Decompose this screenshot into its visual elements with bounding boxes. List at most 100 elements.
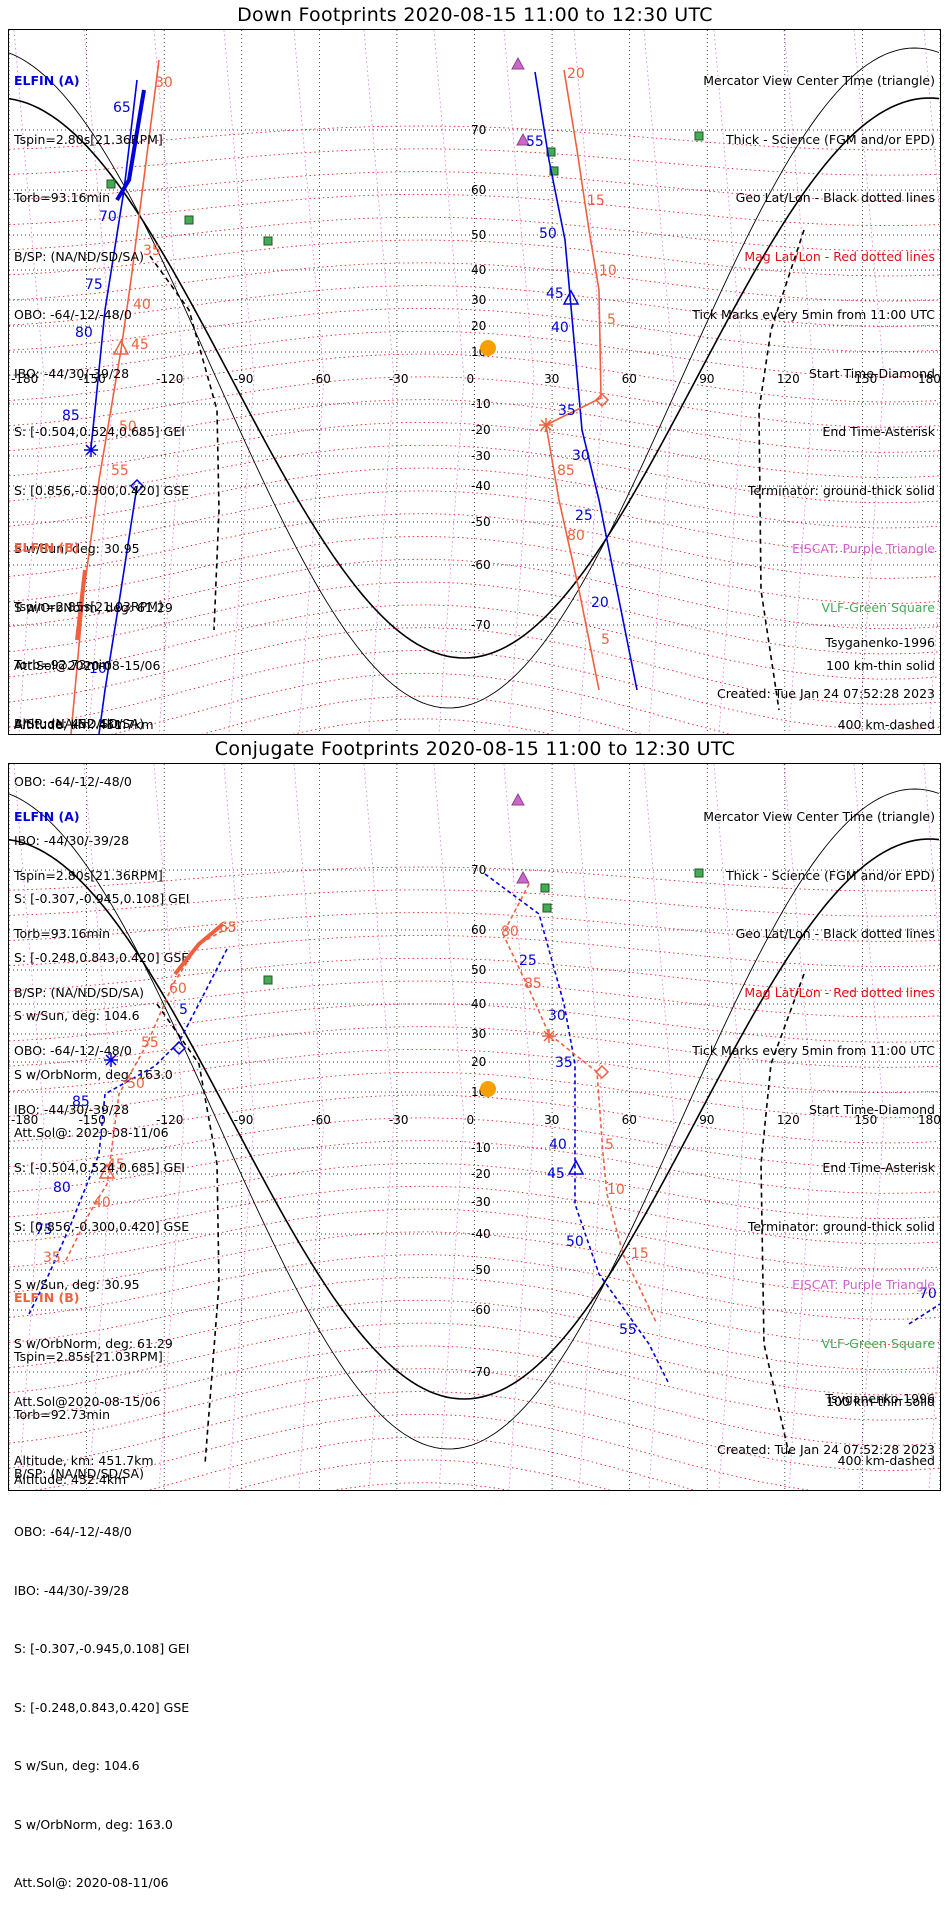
legend-item: VLF-Green Square bbox=[821, 599, 935, 615]
latitude-label: 70 bbox=[471, 123, 486, 137]
mag-latitude-line bbox=[9, 285, 940, 327]
mag-meridian-line bbox=[153, 764, 185, 1490]
mag-latitude-line bbox=[9, 650, 940, 730]
mag-latitude-line bbox=[9, 353, 940, 403]
info-line: S w/OrbNorm, deg: 61.29 bbox=[14, 599, 173, 615]
info-line: Tspin=2.85s[21.03RPM] bbox=[14, 598, 163, 614]
track-time-label: 40 bbox=[551, 320, 569, 336]
latitude-label: -10 bbox=[471, 1141, 491, 1155]
track-time-label: 55 bbox=[619, 1322, 637, 1338]
longitude-label: 60 bbox=[622, 1113, 637, 1127]
mag-latitude-line bbox=[9, 581, 940, 655]
asterisk-stroke bbox=[540, 419, 552, 431]
mag-latitude-line bbox=[9, 262, 940, 302]
info-line: IBO: -44/30/-39/28 bbox=[14, 365, 130, 381]
info-line: Torb=93.16min bbox=[14, 190, 111, 205]
info-line: Torb=92.73min bbox=[14, 1407, 111, 1422]
latitude-label: 50 bbox=[471, 963, 486, 977]
terminator-400km-dashed bbox=[758, 229, 805, 711]
latitude-label: -10 bbox=[471, 397, 491, 411]
track-time-label: 60 bbox=[169, 981, 187, 997]
info-line: B/SP: (NA/ND/SD/SA) bbox=[14, 248, 144, 264]
asterisk-stroke bbox=[105, 1054, 117, 1066]
top-altitude-b: Altitude: 452.4km bbox=[14, 716, 127, 731]
info-line: Torb=92.73min bbox=[14, 657, 111, 672]
info-line: S: [-0.248,0.843,0.420] GSE bbox=[14, 949, 190, 965]
info-line: S: [-0.504,0.524,0.685] GEI bbox=[14, 1160, 185, 1175]
latitude-label: 20 bbox=[471, 319, 486, 333]
mag-meridian-line bbox=[433, 764, 465, 1490]
diamond-icon bbox=[594, 1064, 610, 1080]
info-line: Tspin=2.85s[21.03RPM] bbox=[14, 1348, 163, 1364]
mag-meridian-line bbox=[223, 764, 255, 1490]
track-time-label: 35 bbox=[43, 1250, 61, 1266]
bottom-elfin-b-info: ELFIN (B) Tspin=2.85s[21.03RPM] Torb=92.… bbox=[14, 1249, 189, 1932]
top-elfin-a-info: ELFIN (A) Tspin=2.80s[21.36RPM] Torb=93.… bbox=[14, 32, 189, 773]
square-icon bbox=[263, 236, 273, 246]
legend-item: Mercator View Center Time (triangle) bbox=[703, 809, 935, 824]
info-line: OBO: -64/-12/-48/0 bbox=[14, 1524, 132, 1539]
longitude-label: 0 bbox=[467, 372, 475, 386]
track-time-label: 80 bbox=[53, 1180, 71, 1196]
info-line: S: [-0.248,0.843,0.420] GSE bbox=[14, 1699, 190, 1715]
track-time-label: 30 bbox=[548, 1008, 566, 1024]
mag-meridian-line bbox=[643, 764, 675, 1490]
track-time-label: 75 bbox=[35, 1222, 53, 1238]
elfin-a-track-left bbox=[90, 79, 138, 449]
mag-meridian-line bbox=[713, 764, 745, 1490]
info-line: S: [0.856,-0.300,0.420] GSE bbox=[14, 1218, 190, 1234]
legend-item: Mag Lat/Lon - Red dotted lines bbox=[744, 984, 935, 1000]
terminator-100km-line bbox=[9, 788, 940, 1450]
mag-meridian-line bbox=[13, 764, 45, 1490]
mag-latitude-line bbox=[9, 422, 940, 478]
elfin-a-track-left-lower bbox=[98, 485, 138, 734]
legend-item: End Time-Asterisk bbox=[822, 1160, 935, 1175]
track-time-label: 45 bbox=[107, 1157, 125, 1173]
info-line: OBO: -64/-12/-48/0 bbox=[14, 774, 132, 789]
asterisk-icon bbox=[84, 443, 98, 457]
square-icon bbox=[540, 883, 550, 893]
track-time-label: 30 bbox=[155, 75, 173, 91]
latitude-label: -50 bbox=[471, 515, 491, 529]
latitude-label: 30 bbox=[471, 1027, 486, 1041]
legend-item: Thick - Science (FGM and/or EPD) bbox=[726, 131, 935, 147]
track-time-label: 70 bbox=[99, 209, 117, 225]
triangle-icon bbox=[516, 870, 530, 884]
mag-latitude-line bbox=[9, 1163, 940, 1219]
track-time-label: 50 bbox=[127, 1076, 145, 1092]
track-time-label: 50 bbox=[119, 419, 137, 435]
top-map: -180 -150 -120 -90 -60 -30 0 30 60 90 120 150 180706… bbox=[9, 30, 940, 734]
track-time-label: 30 bbox=[572, 448, 590, 464]
track-time-label: 20 bbox=[567, 66, 585, 82]
info-line: Att.Sol@2020-08-15/06 bbox=[14, 1394, 161, 1409]
top-title: Down Footprints 2020-08-15 11:00 to 12:3… bbox=[237, 4, 713, 26]
bottom-created-text: Created: Tue Jan 24 07:52:28 2023 bbox=[716, 1442, 935, 1457]
mag-latitude-line bbox=[148, 1436, 696, 1490]
legend-item: Start Time-Diamond bbox=[808, 365, 935, 381]
mag-latitude-line bbox=[9, 1322, 940, 1396]
longitude-label: -60 bbox=[311, 1113, 331, 1127]
triangle-icon bbox=[98, 1163, 116, 1179]
track-time-label: 75 bbox=[85, 277, 103, 293]
mag-latitude-line bbox=[9, 1391, 940, 1471]
diamond-icon bbox=[171, 1040, 187, 1056]
longitude-label: 90 bbox=[699, 1113, 714, 1127]
longitude-label: -60 bbox=[311, 372, 331, 386]
top-created-text: Created: Tue Jan 24 07:52:28 2023 bbox=[716, 686, 935, 701]
latitude-label: -60 bbox=[471, 1303, 491, 1317]
info-line: S w/Sun, deg: 104.6 bbox=[14, 1008, 140, 1023]
mag-latitude-line bbox=[9, 399, 940, 453]
square-icon bbox=[106, 179, 116, 189]
mag-latitude-line bbox=[9, 1094, 940, 1144]
square-icon bbox=[263, 975, 273, 985]
track-time-label: 15 bbox=[587, 193, 605, 209]
track-time-label: 35 bbox=[555, 1055, 573, 1071]
legend-item: Tick Marks every 5min from 11:00 UTC bbox=[692, 307, 935, 322]
terminator-400km-dashed bbox=[149, 255, 220, 631]
terminator-400km-dashed bbox=[156, 1003, 220, 1465]
asterisk-stroke bbox=[85, 444, 97, 456]
info-line: S: [0.856,-0.300,0.420] GSE bbox=[14, 482, 190, 498]
track-time-label: 50 bbox=[539, 226, 557, 242]
terminator-100km-line bbox=[9, 47, 940, 709]
triangle-icon bbox=[112, 339, 130, 355]
